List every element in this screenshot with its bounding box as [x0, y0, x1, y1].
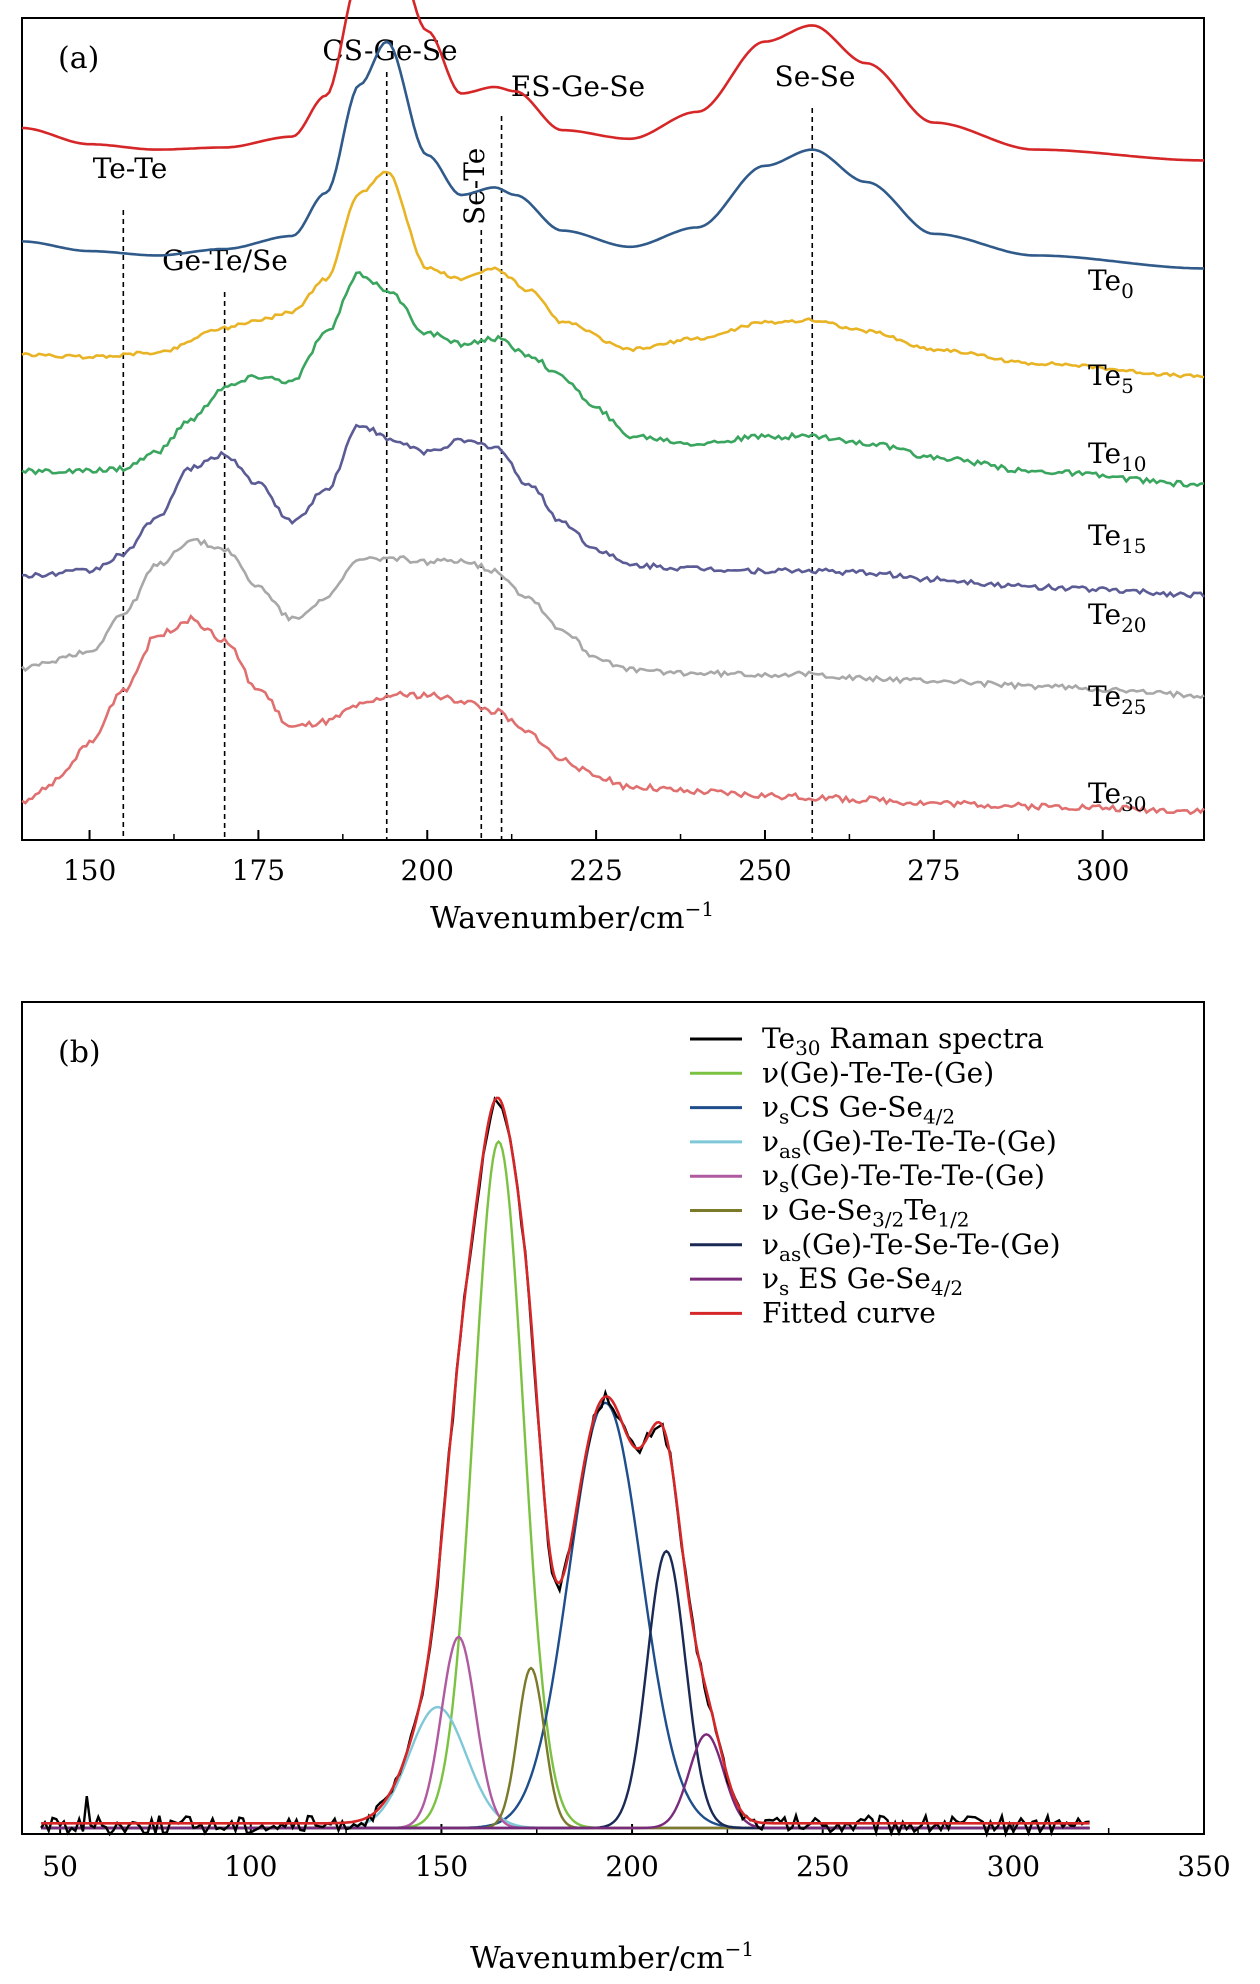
panel-b-tick-label-200: 200 [605, 1850, 658, 1883]
legend-label-4: νs(Ge)-Te-Te-Te-(Ge) [762, 1159, 1045, 1197]
panel-b-tick-label-350: 350 [1177, 1850, 1230, 1883]
legend-label-2: νsCS Ge-Se4/2 [762, 1091, 955, 1129]
series-te15 [21, 271, 1205, 488]
panel-a-tick-label-150: 150 [63, 854, 116, 887]
fitted-curve [41, 1096, 1090, 1825]
panel-b-series [40, 1096, 1090, 1838]
panel-a-frame [21, 17, 1205, 841]
panel-a: (a) 150 175 200 225 250 275 300 Te-TeGe-Te/SeC… [21, 0, 1206, 936]
panel-a-xlabel-exp: −1 [685, 897, 714, 921]
panel-b-xlabel-exp: −1 [725, 1937, 754, 1961]
legend-label-5: ν Ge-Se3/2Te1/2 [762, 1194, 970, 1232]
panel-b: (b) 50 100 150 200 250 300 350 Te30 Raman spec… [21, 1001, 1231, 1976]
legend-label-3: νas(Ge)-Te-Te-Te-(Ge) [762, 1125, 1057, 1163]
panel-a-tick-label-300: 300 [1076, 854, 1129, 887]
panel-a-tick-label-250: 250 [738, 854, 791, 887]
panel-b-tick-label-50: 50 [42, 1850, 78, 1883]
sample-label-te5: Te5 [1088, 359, 1134, 398]
panel-a-x-axis-title: Wavenumber/cm−1 [430, 897, 714, 936]
panel-a-tick-label-225: 225 [569, 854, 622, 887]
panel-b-label: (b) [58, 1035, 101, 1070]
sample-label-te30: Te30 [1088, 777, 1147, 816]
series-te0 [21, 0, 1204, 162]
panel-b-x-axis-title: Wavenumber/cm−1 [470, 1937, 754, 1976]
panel-a-label: (a) [58, 41, 99, 76]
sample-label-te10: Te10 [1088, 437, 1147, 476]
panel-a-xlabel-base: Wavenumber/cm [430, 901, 685, 936]
panel-a-peak-label-4: ES-Ge-Se [511, 70, 645, 103]
panel-b-xlabel-base: Wavenumber/cm [470, 1941, 725, 1976]
legend-label-8: Fitted curve [762, 1296, 936, 1329]
component-curve-3 [41, 1635, 1090, 1830]
sample-label-te15: Te15 [1088, 519, 1147, 558]
legend-label-1: ν(Ge)-Te-Te-(Ge) [762, 1056, 994, 1089]
panel-a-peak-label-3: Se-Te [458, 148, 491, 225]
panel-a-peak-label-5: Se-Se [775, 60, 856, 93]
series-te10 [21, 170, 1205, 379]
panel-b-frame [21, 1001, 1205, 1835]
legend-label-6: νas(Ge)-Te-Se-Te-(Ge) [762, 1228, 1061, 1266]
panel-b-tick-label-100: 100 [224, 1850, 277, 1883]
panel-a-tick-label-200: 200 [401, 854, 454, 887]
series-te30 [21, 613, 1205, 816]
legend-label-0: Te30 Raman spectra [762, 1022, 1044, 1060]
series-te20 [22, 423, 1206, 599]
panel-a-peak-label-0: Te-Te [93, 152, 168, 185]
component-curve-6 [41, 1733, 1090, 1830]
panel-b-tick-label-300: 300 [987, 1850, 1040, 1883]
sample-label-te20: Te20 [1088, 598, 1147, 637]
legend-label-7: νs ES Ge-Se4/2 [762, 1262, 963, 1300]
component-curve-4 [41, 1666, 1090, 1830]
sample-label-te25: Te25 [1088, 680, 1147, 719]
panel-a-series [21, 0, 1206, 816]
panel-a-tick-label-175: 175 [232, 854, 285, 887]
panel-b-tick-label-150: 150 [415, 1850, 468, 1883]
sample-label-te0: Te0 [1088, 264, 1134, 303]
panel-a-sample-labels: Te0 Te5 Te10 Te15 Te20 Te25 Te30 [1088, 264, 1147, 816]
series-te25 [21, 537, 1205, 700]
panel-b-x-ticks: 50 100 150 200 250 300 350 [42, 1824, 1231, 1883]
panel-a-tick-label-275: 275 [907, 854, 960, 887]
panel-a-x-ticks: 150 175 200 225 250 275 300 [63, 830, 1129, 887]
series-te5 [21, 40, 1204, 270]
component-curve-1 [41, 1401, 1090, 1830]
panel-b-tick-label-250: 250 [796, 1850, 849, 1883]
